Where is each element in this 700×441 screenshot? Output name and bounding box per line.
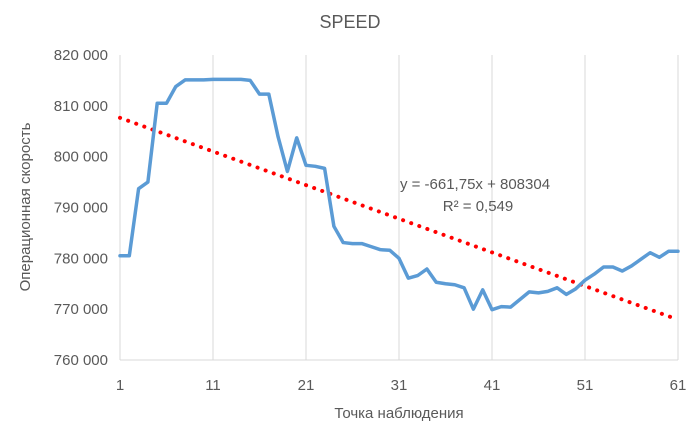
y-axis-title: Операционная скорость [17,122,34,291]
y-tick-label: 770 000 [54,301,108,318]
y-tick-label: 790 000 [54,200,108,217]
y-tick-label: 820 000 [54,47,108,64]
x-tick-label: 61 [670,377,687,394]
y-tick-labels: 760 000 770 000 780 000 790 000 800 000 810 0… [54,47,108,369]
x-tick-labels: 1 11 21 31 41 51 61 [116,377,687,394]
x-tick-label: 51 [577,377,594,394]
y-tick-label: 810 000 [54,98,108,115]
x-axis-title: Точка наблюдения [334,405,463,422]
x-tick-label: 31 [391,377,408,394]
chart-title: SPEED [319,12,380,32]
x-tick-label: 1 [116,377,124,394]
y-tick-label: 800 000 [54,149,108,166]
trendline-r-squared: R² = 0,549 [443,198,513,215]
x-tick-label: 21 [298,377,315,394]
x-tick-label: 11 [205,377,221,394]
y-tick-label: 760 000 [54,352,108,369]
series-line-1 [118,77,680,312]
grid-layer [119,55,679,360]
y-tick-label: 780 000 [54,250,108,267]
series-layer [118,77,680,312]
x-tick-label: 41 [484,377,501,394]
trendline-equation: y = -661,75x + 808304 [400,176,550,193]
